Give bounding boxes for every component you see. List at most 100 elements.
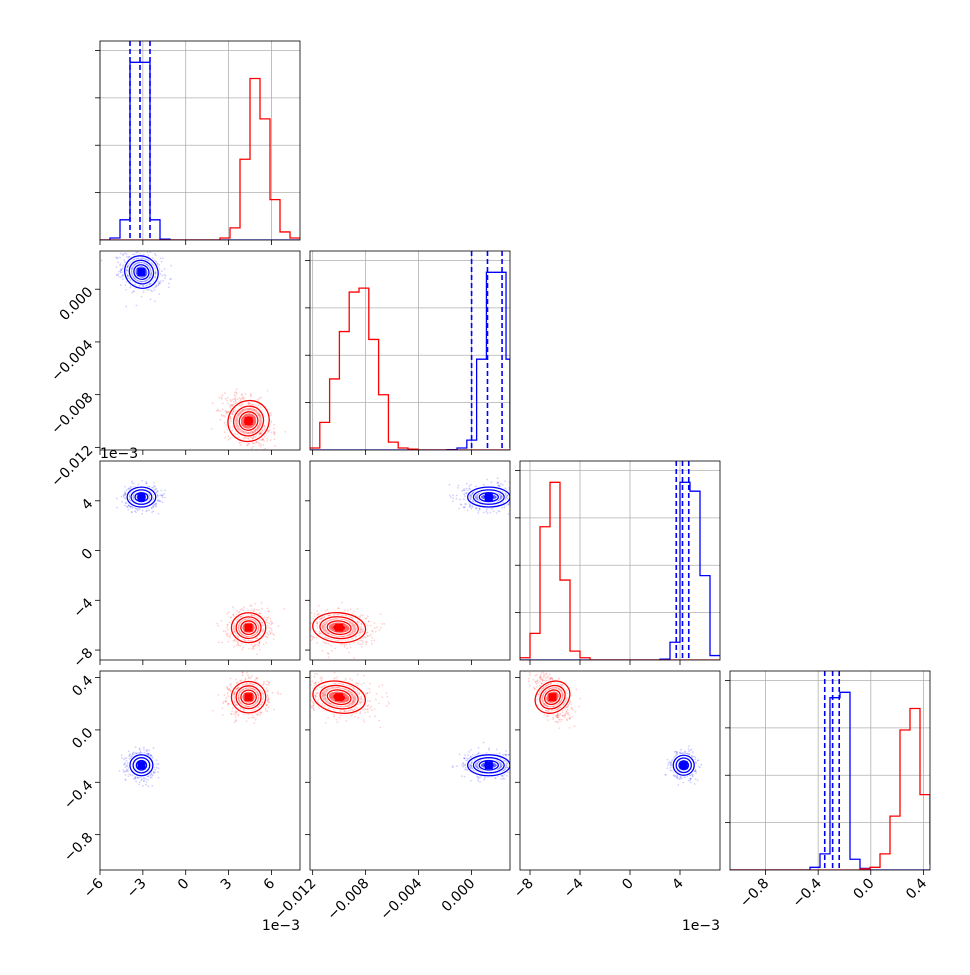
sample-point	[463, 506, 465, 508]
sample-point	[464, 495, 466, 497]
sample-point	[124, 486, 126, 488]
sample-point	[221, 620, 223, 622]
sample-point	[126, 760, 128, 762]
sample-point	[156, 767, 158, 769]
sample-point	[228, 439, 230, 441]
sample-point	[463, 493, 465, 495]
sample-point	[514, 501, 516, 503]
sample-point	[226, 686, 228, 688]
sample-point	[456, 498, 458, 500]
sample-point	[267, 680, 269, 682]
sample-point	[266, 636, 268, 638]
sample-point	[120, 277, 122, 279]
sample-point	[507, 513, 509, 515]
sample-point	[141, 480, 143, 482]
sample-point	[238, 442, 240, 444]
sample-point	[221, 398, 223, 400]
sample-point	[160, 501, 162, 503]
sample-point	[152, 506, 154, 508]
sample-point	[268, 682, 270, 684]
sample-point	[458, 508, 460, 510]
sample-point	[148, 749, 150, 751]
sample-point	[234, 721, 236, 723]
sample-point	[154, 772, 156, 774]
sample-point	[229, 635, 231, 637]
sample-point	[501, 507, 503, 509]
sample-point	[258, 445, 260, 447]
sample-point	[147, 779, 149, 781]
sample-point	[159, 282, 161, 284]
sample-point	[246, 720, 248, 722]
sample-point	[274, 431, 276, 433]
sample-point	[283, 608, 285, 610]
sample-point	[270, 413, 272, 415]
sample-point	[120, 253, 122, 255]
sample-point	[261, 608, 263, 610]
sample-point	[212, 402, 214, 404]
sample-point	[150, 299, 152, 301]
sample-point	[237, 398, 239, 400]
sample-point	[229, 622, 231, 624]
sample-point	[154, 300, 156, 302]
sample-point	[224, 422, 226, 424]
sample-point	[262, 439, 264, 441]
sample-point	[143, 747, 145, 749]
sample-point	[169, 278, 171, 280]
sample-point	[133, 483, 135, 485]
sample-point	[235, 400, 237, 402]
sample-point	[227, 629, 229, 631]
sample-point	[452, 500, 454, 502]
sample-point	[258, 397, 260, 399]
sample-point	[153, 485, 155, 487]
sample-point	[274, 433, 276, 435]
sample-point	[516, 497, 518, 499]
sample-point	[138, 783, 140, 785]
sample-point	[268, 707, 270, 709]
sample-point	[255, 644, 257, 646]
sample-point	[226, 627, 228, 629]
sample-point	[237, 643, 239, 645]
sample-point	[136, 305, 138, 307]
sample-point	[155, 285, 157, 287]
sample-point	[168, 286, 170, 288]
sample-point	[152, 775, 154, 777]
sample-point	[459, 499, 461, 501]
sample-point	[270, 632, 272, 634]
sample-point	[270, 628, 272, 630]
sample-point	[227, 692, 229, 694]
sample-point	[243, 606, 245, 608]
sample-point	[243, 610, 245, 612]
sample-point	[122, 254, 124, 256]
sample-point	[149, 775, 151, 777]
sample-point	[121, 754, 123, 756]
sample-point	[226, 634, 228, 636]
sample-point	[220, 410, 222, 412]
sample-point	[266, 710, 268, 712]
sample-point	[511, 497, 513, 499]
sample-point	[272, 692, 274, 694]
sample-point	[160, 280, 162, 282]
sample-point	[245, 393, 247, 395]
sample-point	[158, 264, 160, 266]
sample-point	[145, 778, 147, 780]
sample-point	[121, 757, 123, 759]
sample-point	[127, 509, 129, 511]
sample-point	[502, 484, 504, 486]
sample-point	[251, 675, 253, 677]
sample-point	[268, 696, 270, 698]
sample-point	[273, 428, 275, 430]
sample-point	[259, 649, 261, 651]
sample-point	[222, 714, 224, 716]
sample-point	[145, 784, 147, 786]
sample-point	[120, 270, 122, 272]
sample-point	[125, 289, 127, 291]
sample-point	[124, 252, 126, 254]
sample-point	[457, 487, 459, 489]
sample-point	[255, 678, 257, 680]
sample-point	[158, 768, 160, 770]
sample-point	[230, 678, 232, 680]
sample-point	[146, 483, 148, 485]
sample-point	[266, 617, 268, 619]
sample-point	[127, 762, 129, 764]
